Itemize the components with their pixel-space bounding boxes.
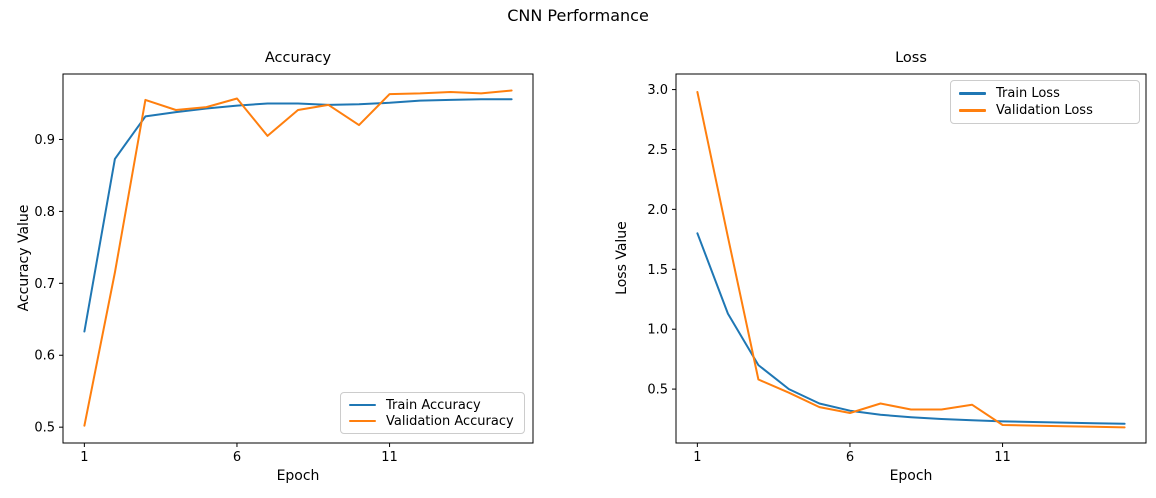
x-tick-label: 6 [846,450,854,465]
legend-item-train-accuracy: Train Accuracy [349,398,516,413]
y-tick-label: 0.5 [34,421,55,436]
loss-plot: 1 6 11 0.5 1.0 1.5 2.0 2.5 3.0 [647,73,1147,465]
legend-label-train-accuracy: Train Accuracy [386,397,481,413]
validation-accuracy-line-swatch [349,419,376,423]
y-tick-label: 1.5 [647,263,668,278]
x-tick-label: 6 [233,450,241,465]
figure-suptitle: CNN Performance [507,6,649,25]
accuracy-ylabel: Accuracy Value [16,204,32,312]
y-tick-label: 2.0 [647,203,668,218]
x-tick-label: 1 [693,450,701,465]
loss-xlabel: Epoch [889,468,933,484]
legend-label-train-loss: Train Loss [996,86,1060,101]
y-tick-label: 2.5 [647,143,668,158]
accuracy-plot: 1 6 11 0.5 0.6 0.7 0.8 0.9 [34,73,534,465]
accuracy-plot-title: Accuracy [264,50,332,66]
y-tick-label: 0.5 [647,383,668,398]
axes-frame [675,73,1147,444]
loss-legend: Train Loss Validation Loss [950,80,1140,124]
train-loss-line [696,232,1126,425]
x-tick-label: 11 [381,450,398,465]
train-accuracy-line-swatch [349,403,376,407]
legend-item-train-loss: Train Loss [959,86,1131,101]
legend-item-validation-accuracy: Validation Accuracy [349,414,516,429]
train-loss-line-swatch [959,92,986,95]
y-tick-label: 0.6 [34,349,55,364]
accuracy-xlabel: Epoch [276,468,320,484]
y-tick-label: 3.0 [647,83,668,98]
x-tick-label: 1 [80,450,88,465]
y-tick-label: 1.0 [647,323,668,338]
y-tick-label: 0.9 [34,133,55,148]
x-tick-label: 11 [994,450,1011,465]
y-tick-label: 0.7 [34,277,55,292]
y-tick-label: 0.8 [34,205,55,220]
legend-item-validation-loss: Validation Loss [959,103,1131,118]
legend-label-validation-loss: Validation Loss [996,103,1093,118]
train-accuracy-line [83,98,513,333]
validation-accuracy-line [83,89,513,427]
accuracy-legend: Train Accuracy Validation Accuracy [340,392,525,434]
validation-loss-line [696,91,1126,429]
validation-loss-line-swatch [959,109,986,112]
legend-label-validation-accuracy: Validation Accuracy [386,413,514,429]
axes-frame [62,73,534,444]
loss-ylabel: Loss Value [614,221,630,295]
loss-plot-title: Loss [895,50,927,66]
